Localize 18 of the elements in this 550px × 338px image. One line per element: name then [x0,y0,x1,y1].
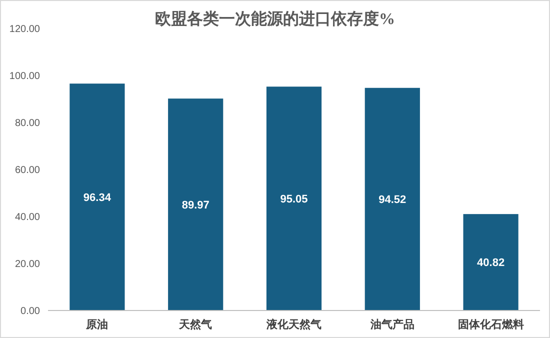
data-label: 94.52 [378,194,406,206]
ytick: 0.00 [20,306,40,317]
data-label: 89.97 [182,199,210,212]
ytick: 100.00 [9,71,40,82]
title: 欧盟各类一次能源的进口依存度% [155,11,395,28]
ytick: 60.00 [14,165,40,176]
ytick: 120.00 [9,24,40,35]
data-label: 96.34 [83,192,111,204]
ytick: 20.00 [14,259,40,270]
data-label: 95.05 [280,193,308,206]
xtick: 油气产品 [370,319,414,331]
ytick: 40.00 [14,212,40,223]
data-label: 40.82 [477,257,505,270]
xtick: 固体化石燃料 [458,319,524,331]
xtick: 原油 [86,319,108,331]
xtick: 天然气 [179,319,212,331]
xtick: 液化天然气 [266,319,322,331]
ytick: 80.00 [14,118,40,129]
